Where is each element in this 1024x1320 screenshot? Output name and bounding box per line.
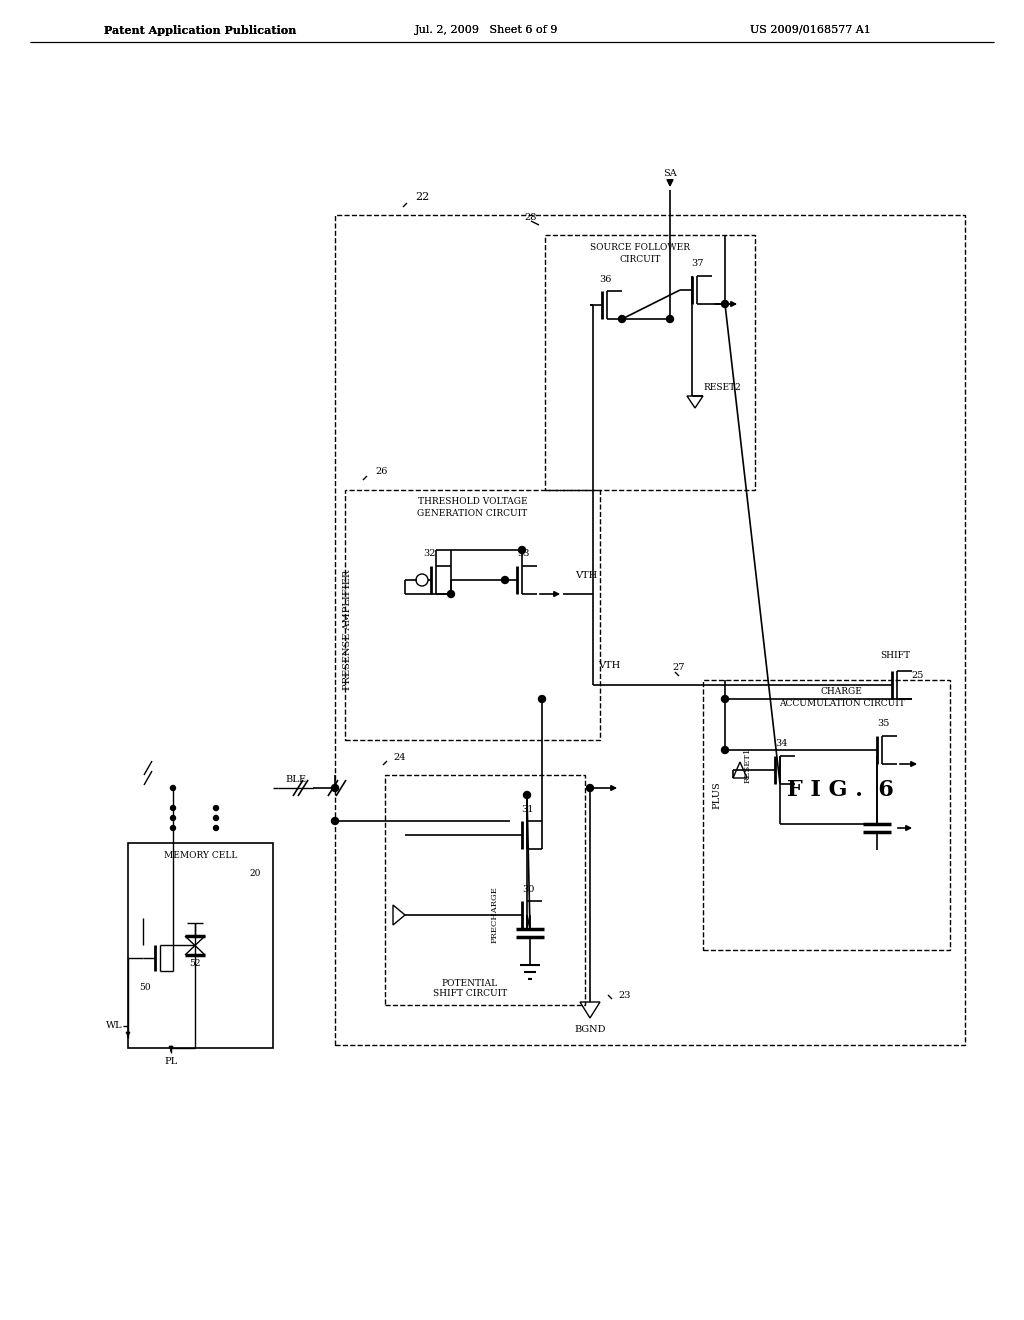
Bar [345,490,600,741]
Text: 36: 36 [599,275,611,284]
Text: SA: SA [664,169,677,178]
Circle shape [502,577,509,583]
Circle shape [722,747,728,754]
Text: PLUS: PLUS [713,781,722,809]
Text: BGND: BGND [574,1026,606,1035]
Text: 20: 20 [249,869,261,878]
Circle shape [518,546,525,553]
Circle shape [213,816,218,821]
Text: RESET2: RESET2 [703,384,740,392]
Text: US 2009/0168577 A1: US 2009/0168577 A1 [750,25,870,36]
Circle shape [213,825,218,830]
Text: PRECHARGE: PRECHARGE [490,887,499,944]
Text: MEMORY CELL: MEMORY CELL [164,850,238,859]
Circle shape [171,785,175,791]
Text: F I G .  6: F I G . 6 [786,779,893,801]
Text: CIRCUIT: CIRCUIT [620,255,660,264]
Text: ACCUMULATION CIRCUIT: ACCUMULATION CIRCUIT [778,700,904,709]
Circle shape [722,301,728,308]
Text: 37: 37 [692,260,705,268]
Text: GENERATION CIRCUIT: GENERATION CIRCUIT [418,510,527,519]
Circle shape [171,825,175,830]
Text: Jul. 2, 2009   Sheet 6 of 9: Jul. 2, 2009 Sheet 6 of 9 [416,25,559,36]
Text: Patent Application Publication: Patent Application Publication [103,25,296,36]
Bar [335,215,965,1045]
Text: 22: 22 [415,191,429,202]
Circle shape [539,696,546,702]
Text: 34: 34 [775,739,787,748]
Text: 52: 52 [189,960,201,969]
Bar [128,843,273,1048]
Text: 24: 24 [393,752,406,762]
Text: SHIFT: SHIFT [880,651,910,660]
Text: 30: 30 [522,884,535,894]
Text: 27: 27 [673,664,685,672]
Text: Patent Application Publication: Patent Application Publication [103,25,296,36]
Text: RESET1: RESET1 [744,747,752,783]
Text: PL: PL [165,1057,177,1067]
Text: 31: 31 [522,804,535,813]
Bar [385,775,585,1005]
Text: WL: WL [105,1022,122,1031]
Text: PRESENSE AMPLIFIER: PRESENSE AMPLIFIER [342,570,351,690]
Text: VTH: VTH [598,660,621,669]
Circle shape [618,315,626,322]
Circle shape [523,792,530,799]
Text: SOURCE FOLLOWER: SOURCE FOLLOWER [590,243,690,252]
Text: VTH: VTH [575,570,597,579]
Text: CHARGE: CHARGE [820,688,862,697]
Circle shape [332,784,339,792]
Circle shape [332,817,339,825]
Text: SHIFT CIRCUIT: SHIFT CIRCUIT [433,990,507,998]
Text: 33: 33 [517,549,529,558]
Circle shape [171,816,175,821]
Text: 25: 25 [911,671,925,680]
Text: THRESHOLD VOLTAGE: THRESHOLD VOLTAGE [418,498,527,507]
Bar [545,235,755,490]
Circle shape [587,784,594,792]
Text: 35: 35 [877,719,889,729]
Text: BLE: BLE [285,776,306,784]
Text: 26: 26 [375,467,387,477]
Circle shape [213,805,218,810]
Circle shape [171,805,175,810]
Text: 28: 28 [524,213,537,222]
Circle shape [667,315,674,322]
Text: 23: 23 [618,990,631,999]
Text: POTENTIAL: POTENTIAL [442,978,498,987]
Text: 32: 32 [424,549,436,558]
Text: US 2009/0168577 A1: US 2009/0168577 A1 [750,25,870,36]
Circle shape [447,590,455,598]
Circle shape [722,696,728,702]
Text: 50: 50 [139,983,151,993]
Text: Jul. 2, 2009   Sheet 6 of 9: Jul. 2, 2009 Sheet 6 of 9 [416,25,559,36]
Bar [703,680,950,950]
